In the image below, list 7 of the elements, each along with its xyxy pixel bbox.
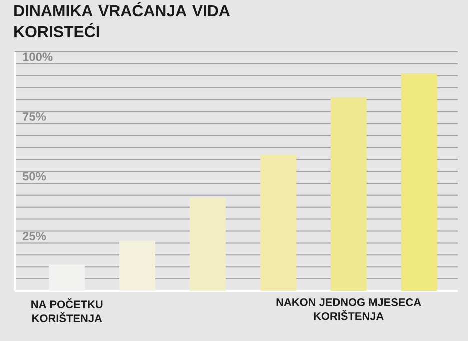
y-tick-label: 100% <box>23 52 53 62</box>
y-tick-label: 75% <box>23 112 46 121</box>
y-tick-label: 50% <box>22 172 46 181</box>
x-tick-label: NA POČETKU KORIŠTENJA <box>32 298 103 322</box>
y-tick-label: 25% <box>22 232 46 240</box>
chart-title: DINAMIKA VRAĆANJA VIDA KORISTEĆI <box>14 2 230 38</box>
x-tick-label: NAKON JEDNOG MJESECA KORIŠTENJA <box>276 298 422 320</box>
